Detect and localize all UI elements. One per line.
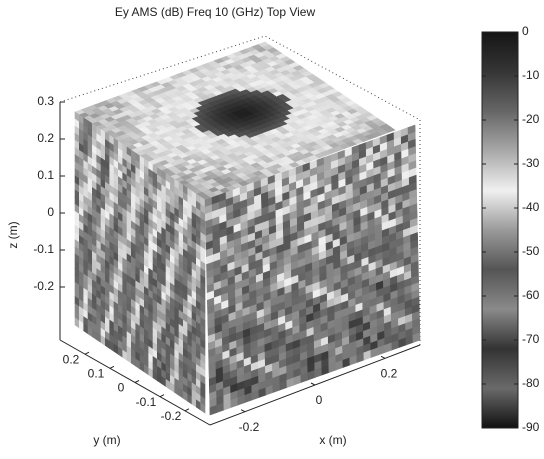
face-cell [383,126,396,133]
y-tick [134,380,140,383]
x-tick-label: 0.2 [381,367,398,381]
colorbar-tick-label: -60 [522,288,540,302]
colorbar-tick-label: -50 [522,244,540,258]
y-tick-label: -0.1 [136,395,157,409]
face-cell [200,402,206,414]
face-cell [412,332,421,343]
colorbar-tick-label: -90 [522,420,540,434]
y-tick [84,351,90,355]
z-tick-label: 0.2 [37,131,54,145]
colorbar [481,31,519,429]
x-tick-label: -0.2 [239,420,260,434]
colorbar-tick-label: -10 [522,68,540,82]
y-tick [109,365,115,369]
x-tick-label: 0 [316,393,323,407]
x-tick [380,355,386,359]
x-tick [240,409,246,413]
x-tick [310,382,316,386]
colorbar-tick-label: -20 [522,112,540,126]
colorbar-tick-label: -40 [522,200,540,214]
chart-title: Ey AMS (dB) Freq 10 (GHz) Top View [115,5,316,19]
colorbar-tick-label: -80 [522,376,540,390]
colorbar-tick-label: 0 [522,24,529,38]
z-tick-label: -0.2 [33,279,54,293]
x-axis-label: x (m) [319,433,346,447]
y-axis-label: y (m) [93,433,120,447]
z-tick-label: 0.3 [37,94,54,108]
volume [74,41,421,416]
y-tick [159,394,165,398]
y-tick-label: 0.2 [63,352,80,366]
y-tick [184,408,190,412]
y-tick-label: -0.2 [161,409,182,423]
colorbar-tick-label: -70 [522,332,540,346]
y-tick-label: 0.1 [88,367,105,381]
z-axis-label: z (m) [6,221,20,248]
z-tick-label: 0 [47,205,54,219]
y-tick-label: 0 [118,381,125,395]
z-tick-label: 0.1 [37,168,54,182]
z-tick-label: -0.1 [33,242,54,256]
colorbar-tick-label: -30 [522,156,540,170]
